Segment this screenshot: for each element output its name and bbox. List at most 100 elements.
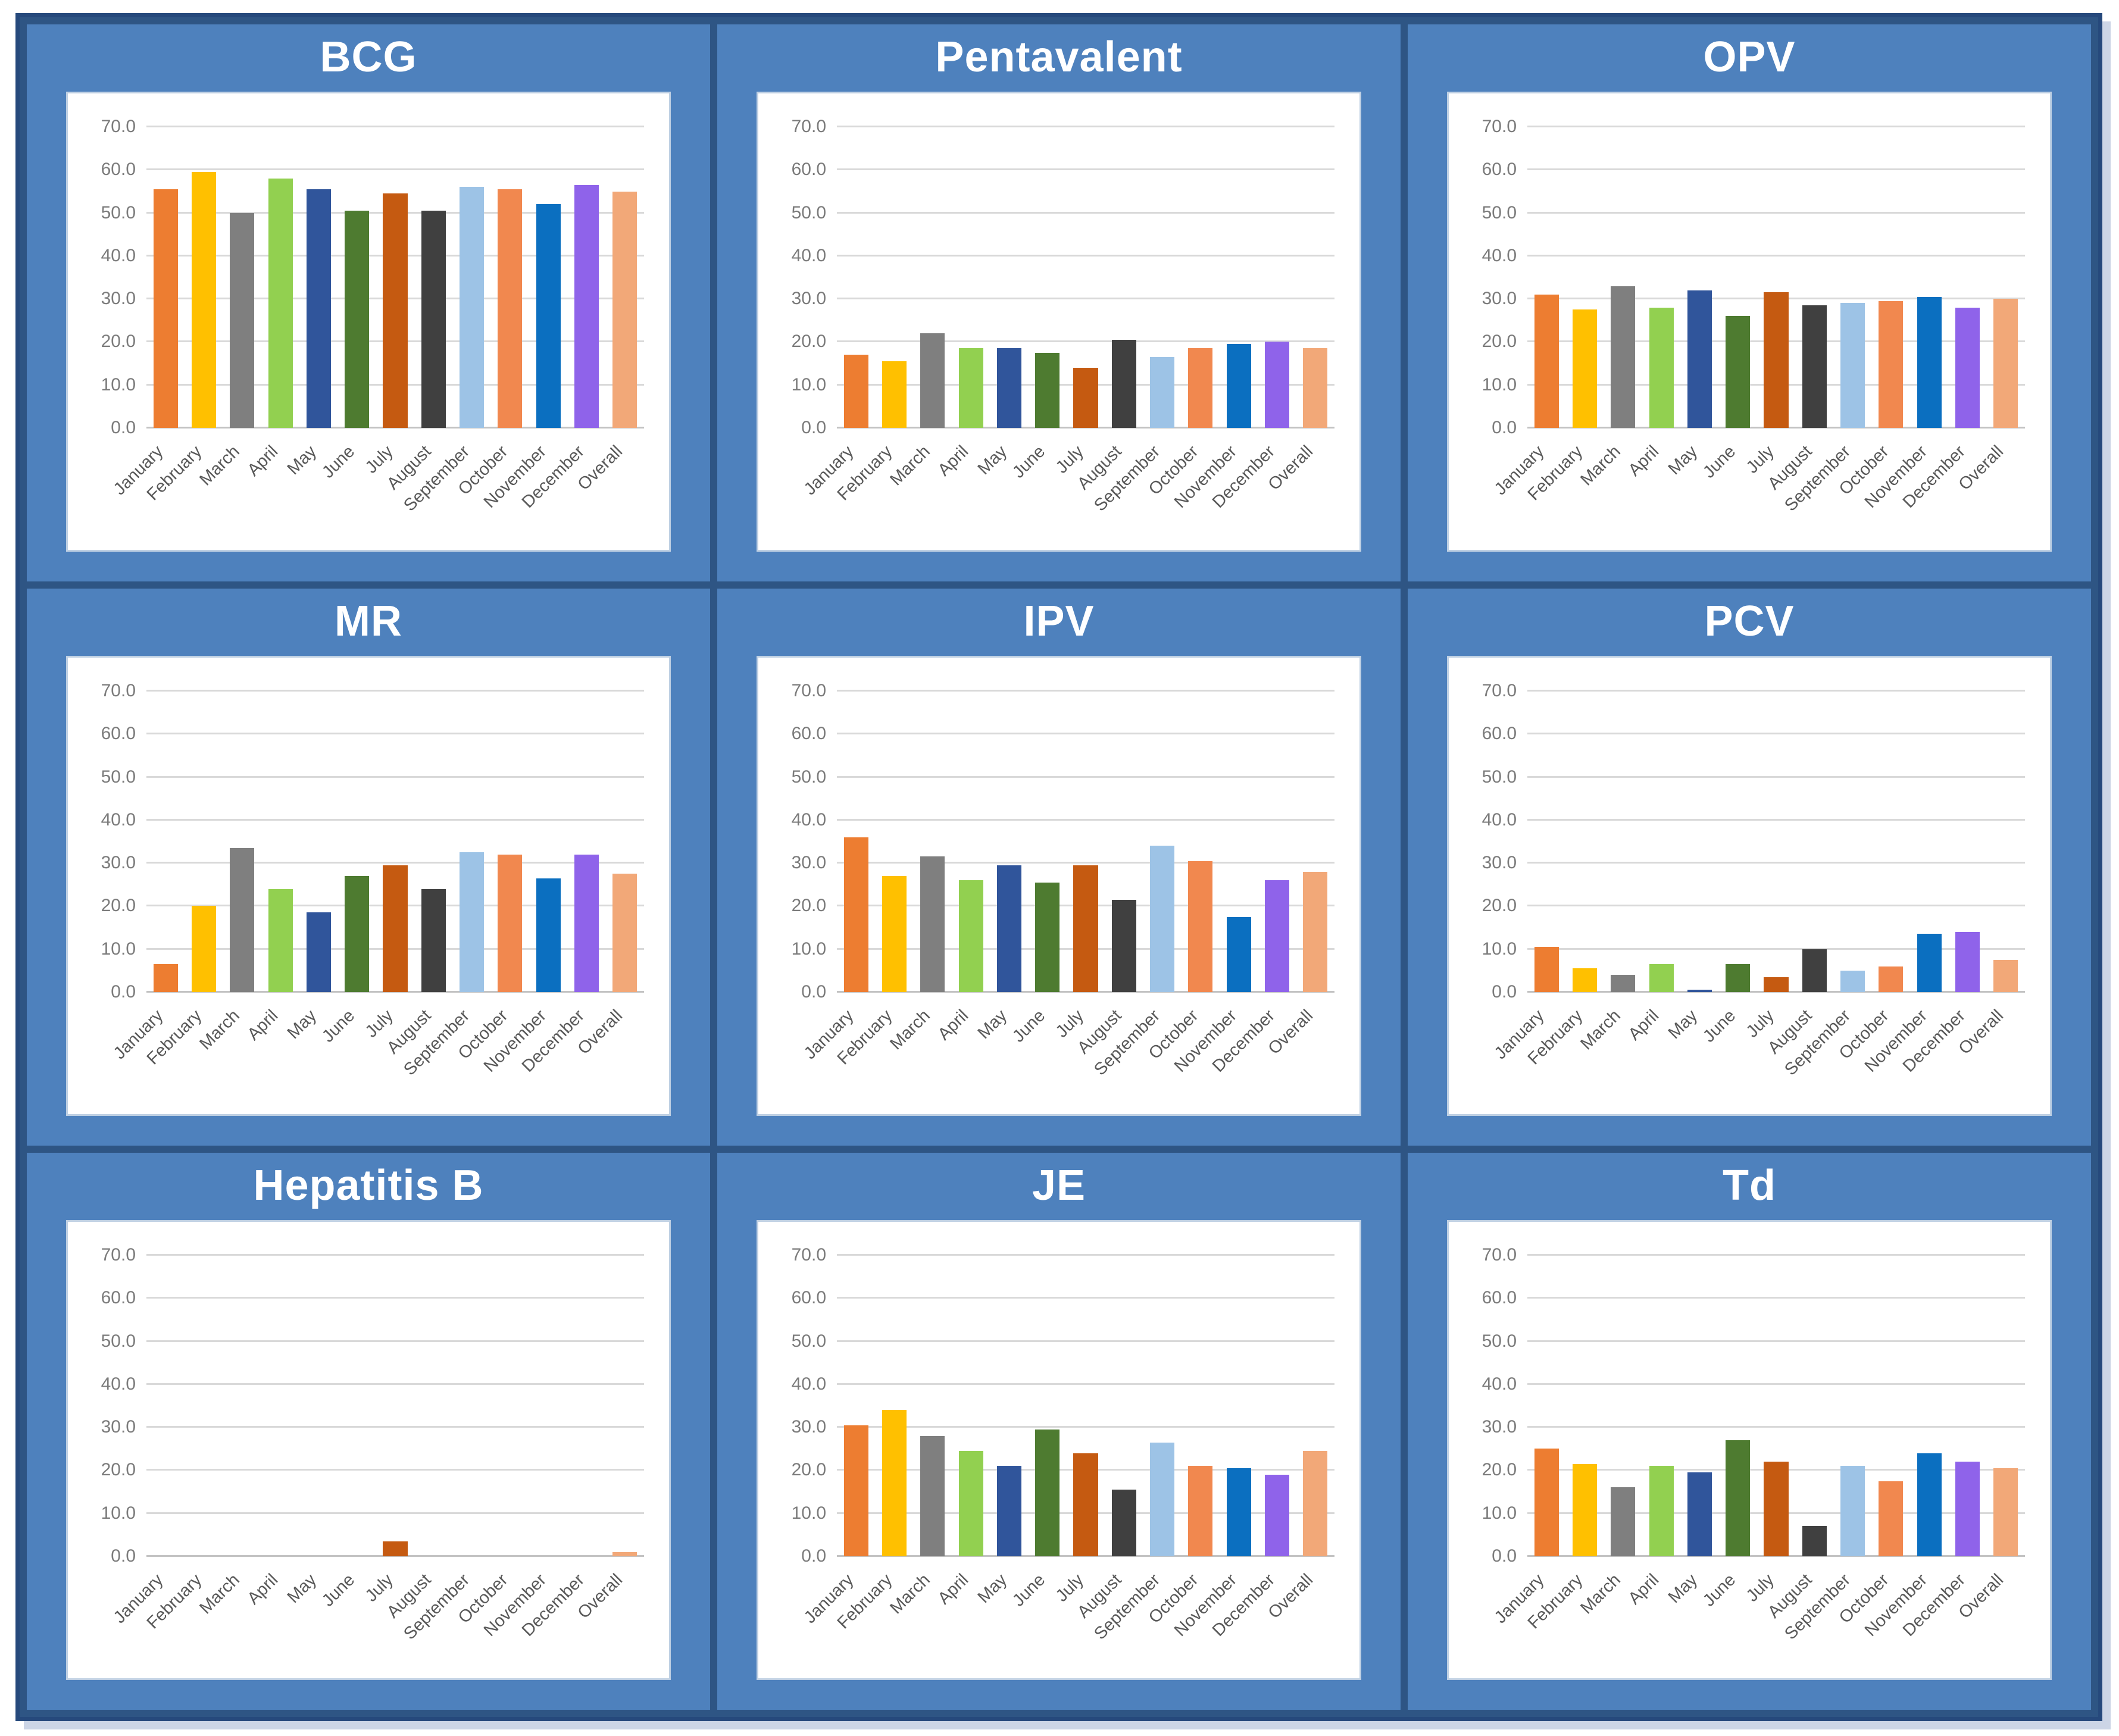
gridline — [837, 818, 1334, 821]
bar-may — [306, 189, 331, 428]
gridline — [146, 818, 644, 821]
bar-plot-pcv: 0.0 10.0 20.0 30.0 40.0 50.0 60.0 70.0 January Fe… — [1482, 682, 2025, 1080]
bar-overall — [612, 1552, 637, 1556]
bar-november — [1226, 1468, 1251, 1556]
y-tick-label: 20.0 — [1482, 331, 1517, 352]
bar-july — [383, 865, 408, 992]
bar-overall — [1303, 348, 1328, 428]
x-axis-label: April — [1624, 1570, 1663, 1609]
chart-card-ipv: 0.0 10.0 20.0 30.0 40.0 50.0 60.0 70.0 January Fe… — [757, 656, 1361, 1116]
bar-april — [958, 880, 983, 992]
charts-grid: BCG 0.0 10.0 20.0 30.0 40.0 50.0 60.0 70.0 Janua… — [15, 13, 2102, 1721]
bar-june — [345, 211, 370, 428]
y-tick-label: 20.0 — [791, 331, 827, 352]
x-axis-label: March — [1577, 1006, 1625, 1054]
bar-june — [1726, 1440, 1751, 1556]
bar-august — [421, 889, 446, 992]
bar-october — [498, 189, 523, 428]
y-tick-label: 60.0 — [1482, 159, 1517, 180]
y-tick-label: 20.0 — [791, 1460, 827, 1480]
bar-september — [1840, 1466, 1865, 1556]
gridline — [146, 733, 644, 735]
bar-december — [1264, 1474, 1290, 1556]
y-tick-label: 10.0 — [101, 939, 136, 959]
bar-october — [1188, 1466, 1213, 1556]
bar-overall — [1303, 871, 1328, 992]
gridline — [837, 254, 1334, 257]
bar-overall — [1303, 1450, 1328, 1556]
gridline — [837, 126, 1334, 128]
y-tick-label: 70.0 — [1482, 681, 1517, 701]
x-axis-label: June — [318, 1006, 359, 1046]
bar-march — [920, 333, 945, 428]
bar-february — [1572, 968, 1598, 992]
y-tick-label: 50.0 — [791, 1331, 827, 1351]
bar-december — [574, 184, 599, 428]
chart-card-td: 0.0 10.0 20.0 30.0 40.0 50.0 60.0 70.0 January Fe… — [1447, 1220, 2052, 1680]
bar-may — [996, 1466, 1021, 1556]
y-tick-label: 40.0 — [791, 809, 827, 830]
bar-december — [1955, 1462, 1980, 1556]
bar-march — [920, 1435, 945, 1556]
y-tick-label: 10.0 — [791, 939, 827, 959]
bar-overall — [612, 874, 637, 992]
bar-may — [1687, 290, 1712, 428]
bar-january — [153, 964, 178, 992]
y-tick-label: 10.0 — [791, 374, 827, 395]
y-tick-label: 20.0 — [1482, 1460, 1517, 1480]
x-axis-label: June — [318, 442, 359, 482]
bar-august — [421, 211, 446, 428]
y-tick-label: 10.0 — [101, 374, 136, 395]
chart-card-opv: 0.0 10.0 20.0 30.0 40.0 50.0 60.0 70.0 January Fe… — [1447, 92, 2052, 552]
y-tick-label: 0.0 — [111, 1546, 136, 1566]
bar-february — [882, 875, 907, 992]
chart-panel-pcv: PCV 0.0 10.0 20.0 30.0 40.0 50.0 60.0 70.0 Janua… — [1408, 589, 2091, 1146]
gridline — [1527, 775, 2025, 778]
chart-panel-td: Td 0.0 10.0 20.0 30.0 40.0 50.0 60.0 70.0 Januar… — [1408, 1153, 2091, 1710]
gridline — [146, 1254, 644, 1256]
gridline — [146, 862, 644, 864]
x-axis-label: March — [196, 442, 244, 490]
gridline — [146, 690, 644, 692]
gridline — [1527, 947, 2025, 950]
bar-september — [1840, 303, 1865, 428]
bar-january — [843, 355, 868, 428]
bar-october — [1879, 301, 1904, 428]
gridline — [837, 1340, 1334, 1342]
bar-april — [1649, 307, 1674, 428]
x-axis-label: March — [1577, 1570, 1625, 1618]
y-tick-label: 60.0 — [101, 1288, 136, 1308]
y-tick-label: 0.0 — [801, 982, 827, 1002]
gridline — [837, 168, 1334, 171]
y-tick-label: 0.0 — [801, 418, 827, 437]
bar-august — [1802, 305, 1827, 428]
bar-november — [536, 204, 561, 428]
y-tick-label: 70.0 — [1482, 117, 1517, 137]
gridline — [1527, 733, 2025, 735]
y-tick-label: 70.0 — [101, 681, 136, 701]
chart-panel-hepatitis-b: Hepatitis B 0.0 10.0 20.0 30.0 40.0 50.0 60.0 7… — [27, 1153, 710, 1710]
chart-title-mr: MR — [335, 598, 402, 645]
x-axis-label: April — [1624, 442, 1663, 480]
y-tick-label: 10.0 — [1482, 1503, 1517, 1523]
gridline — [1527, 1426, 2025, 1428]
y-tick-label: 40.0 — [101, 809, 136, 830]
y-tick-label: 50.0 — [1482, 1331, 1517, 1351]
bar-may — [1687, 1472, 1712, 1556]
gridline — [146, 1512, 644, 1514]
y-tick-label: 30.0 — [1482, 1417, 1517, 1437]
bar-february — [882, 1410, 907, 1556]
y-tick-label: 70.0 — [791, 681, 827, 701]
x-axis-label: June — [1009, 1006, 1049, 1046]
gridline — [837, 340, 1334, 343]
bar-june — [1035, 352, 1060, 428]
bar-july — [1073, 1453, 1098, 1556]
bar-october — [1879, 1481, 1904, 1556]
gridline — [1527, 168, 2025, 171]
bar-overall — [1993, 1468, 2018, 1556]
bar-march — [230, 212, 255, 428]
bar-plot-hepatitis-b: 0.0 10.0 20.0 30.0 40.0 50.0 60.0 70.0 January Fe… — [101, 1246, 644, 1644]
gridline — [146, 126, 644, 128]
y-tick-label: 70.0 — [101, 1245, 136, 1265]
bar-october — [498, 854, 523, 992]
